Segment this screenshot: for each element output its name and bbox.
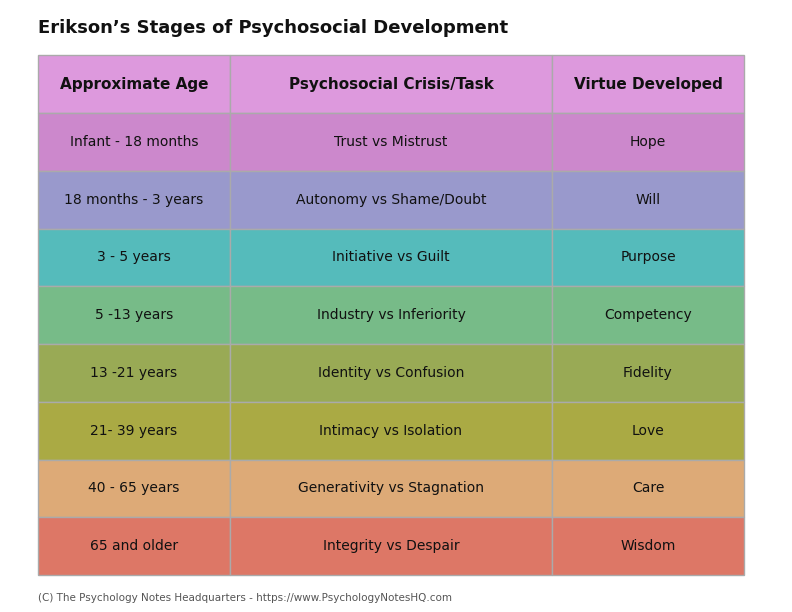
Bar [38, 228, 230, 286]
Bar [38, 401, 230, 460]
Text: Intimacy vs Isolation: Intimacy vs Isolation [319, 424, 463, 438]
Text: 3 - 5 years: 3 - 5 years [97, 250, 171, 264]
Text: Psychosocial Crisis/Task: Psychosocial Crisis/Task [288, 76, 493, 92]
Bar [230, 55, 552, 113]
Text: Purpose: Purpose [620, 250, 676, 264]
Text: Competency: Competency [604, 308, 692, 322]
Text: Identity vs Confusion: Identity vs Confusion [318, 366, 464, 380]
Bar [38, 460, 230, 517]
Bar [230, 171, 552, 228]
Bar [552, 171, 744, 228]
Text: Infant - 18 months: Infant - 18 months [70, 135, 198, 149]
Bar [552, 113, 744, 171]
Text: Erikson’s Stages of Psychosocial Development: Erikson’s Stages of Psychosocial Develop… [38, 19, 508, 37]
Text: Care: Care [632, 482, 664, 495]
Bar [230, 517, 552, 575]
Bar [230, 344, 552, 401]
Text: Virtue Developed: Virtue Developed [573, 76, 722, 92]
Text: Wisdom: Wisdom [620, 539, 676, 553]
Text: 21- 39 years: 21- 39 years [90, 424, 177, 438]
Bar [38, 517, 230, 575]
Bar [230, 228, 552, 286]
Text: Hope: Hope [630, 135, 666, 149]
Bar [38, 55, 230, 113]
Bar [38, 344, 230, 401]
Bar [38, 171, 230, 228]
Bar [230, 460, 552, 517]
Text: Initiative vs Guilt: Initiative vs Guilt [332, 250, 450, 264]
Text: Will: Will [635, 193, 661, 207]
Bar [230, 113, 552, 171]
Text: Generativity vs Stagnation: Generativity vs Stagnation [298, 482, 484, 495]
Text: Integrity vs Despair: Integrity vs Despair [322, 539, 459, 553]
Bar [38, 113, 230, 171]
Bar [552, 286, 744, 344]
Bar [230, 286, 552, 344]
Bar [552, 228, 744, 286]
Text: 5 -13 years: 5 -13 years [95, 308, 173, 322]
Bar [552, 401, 744, 460]
Text: (C) The Psychology Notes Headquarters - https://www.PsychologyNotesHQ.com: (C) The Psychology Notes Headquarters - … [38, 593, 452, 603]
Bar [552, 344, 744, 401]
Text: Trust vs Mistrust: Trust vs Mistrust [334, 135, 447, 149]
Text: 65 and older: 65 and older [89, 539, 178, 553]
Text: Approximate Age: Approximate Age [59, 76, 208, 92]
Bar [552, 55, 744, 113]
Bar [552, 517, 744, 575]
Bar [38, 286, 230, 344]
Bar [230, 401, 552, 460]
Text: Industry vs Inferiority: Industry vs Inferiority [317, 308, 466, 322]
Text: 13 -21 years: 13 -21 years [90, 366, 177, 380]
Text: Love: Love [631, 424, 664, 438]
Text: Fidelity: Fidelity [623, 366, 673, 380]
Text: 40 - 65 years: 40 - 65 years [88, 482, 180, 495]
Text: 18 months - 3 years: 18 months - 3 years [64, 193, 204, 207]
Text: Autonomy vs Shame/Doubt: Autonomy vs Shame/Doubt [295, 193, 486, 207]
Bar [552, 460, 744, 517]
